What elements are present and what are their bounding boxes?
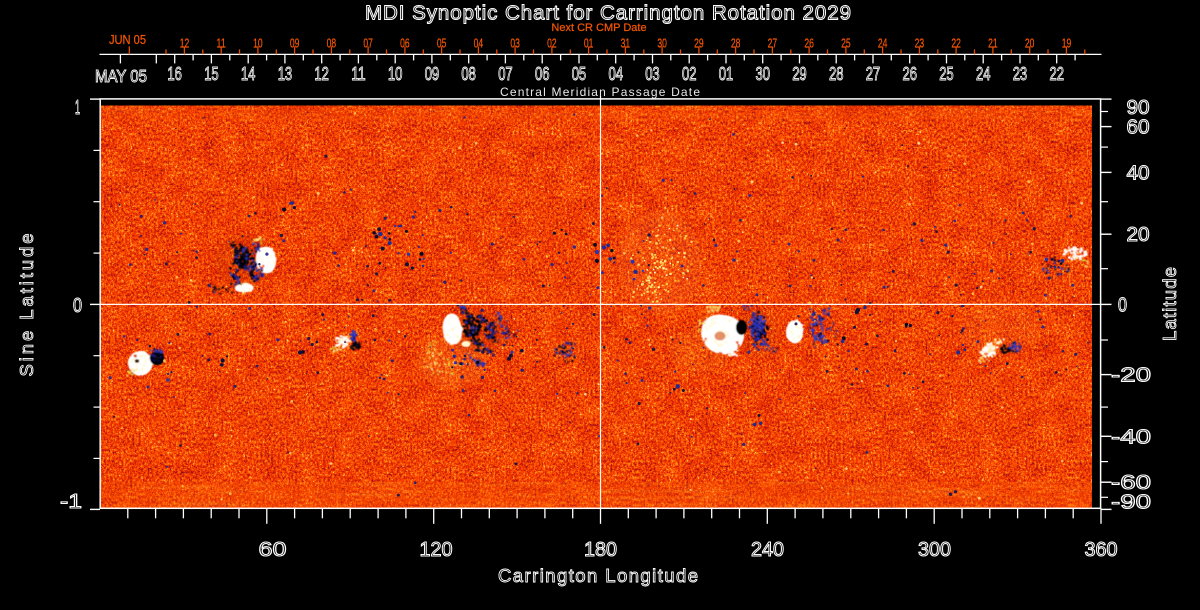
svg-text:27: 27 [768, 36, 778, 51]
svg-text:03: 03 [645, 64, 660, 84]
svg-text:13: 13 [278, 64, 293, 84]
svg-text:23: 23 [1013, 64, 1027, 84]
svg-text:12: 12 [314, 64, 329, 84]
svg-text:15: 15 [204, 64, 219, 84]
svg-text:Sine Latitude: Sine Latitude [16, 234, 37, 377]
svg-text:01: 01 [719, 64, 734, 84]
svg-text:11: 11 [351, 64, 366, 84]
svg-text:08: 08 [461, 64, 476, 84]
svg-text:30: 30 [756, 64, 771, 84]
svg-text:30: 30 [657, 36, 667, 51]
svg-text:Central Meridian Passage Date: Central Meridian Passage Date [500, 85, 700, 99]
svg-text:04: 04 [474, 36, 484, 51]
svg-text:26: 26 [804, 36, 814, 51]
svg-text:04: 04 [609, 64, 624, 84]
svg-text:03: 03 [510, 36, 520, 51]
svg-text:20: 20 [1025, 36, 1035, 51]
svg-text:25: 25 [841, 36, 851, 51]
svg-text:29: 29 [694, 36, 704, 51]
svg-text:60: 60 [1127, 117, 1150, 139]
svg-text:25: 25 [939, 64, 954, 84]
svg-text:40: 40 [1127, 162, 1150, 184]
svg-text:-90: -90 [1111, 492, 1151, 514]
svg-text:29: 29 [792, 64, 807, 84]
svg-text:Next CR CMP Date: Next CR CMP Date [551, 22, 646, 34]
svg-text:05: 05 [572, 64, 587, 84]
svg-text:24: 24 [878, 36, 888, 51]
svg-text:14: 14 [241, 64, 256, 84]
svg-text:10: 10 [253, 36, 263, 51]
svg-text:90: 90 [1127, 97, 1150, 119]
svg-text:26: 26 [903, 64, 918, 84]
svg-text:180: 180 [584, 539, 617, 561]
svg-text:22: 22 [1050, 64, 1065, 84]
svg-text:1: 1 [75, 97, 80, 119]
svg-text:Carrington Longitude: Carrington Longitude [498, 565, 698, 586]
svg-text:02: 02 [547, 36, 557, 51]
svg-text:360: 360 [1085, 539, 1118, 561]
svg-text:05: 05 [437, 36, 447, 51]
svg-text:07: 07 [498, 64, 513, 84]
svg-text:19: 19 [1062, 36, 1072, 51]
svg-text:08: 08 [327, 36, 337, 51]
svg-text:0: 0 [1118, 294, 1127, 316]
svg-text:120: 120 [420, 539, 453, 561]
svg-text:MDI Synoptic Chart for Carring: MDI Synoptic Chart for Carrington Rotati… [365, 2, 851, 25]
svg-text:09: 09 [290, 36, 300, 51]
svg-text:09: 09 [425, 64, 440, 84]
svg-text:MAY 05: MAY 05 [95, 66, 147, 86]
svg-text:23: 23 [915, 36, 925, 51]
svg-text:31: 31 [621, 36, 631, 51]
svg-text:12: 12 [180, 36, 190, 51]
svg-text:07: 07 [363, 36, 373, 51]
svg-text:27: 27 [866, 64, 881, 84]
svg-text:JUN 05: JUN 05 [109, 33, 146, 47]
svg-text:06: 06 [400, 36, 410, 51]
svg-text:11: 11 [216, 36, 226, 51]
svg-text:-1: -1 [60, 491, 82, 513]
svg-text:01: 01 [584, 36, 594, 51]
svg-text:240: 240 [751, 539, 784, 561]
svg-text:28: 28 [829, 64, 844, 84]
svg-text:02: 02 [682, 64, 697, 84]
svg-text:300: 300 [918, 539, 951, 561]
svg-text:-20: -20 [1111, 365, 1151, 387]
svg-text:60: 60 [259, 539, 287, 561]
svg-text:10: 10 [388, 64, 403, 84]
svg-text:22: 22 [951, 36, 961, 51]
svg-text:28: 28 [731, 36, 741, 51]
svg-text:0: 0 [73, 295, 82, 317]
svg-text:-40: -40 [1111, 426, 1151, 448]
svg-text:Latitude: Latitude [1159, 267, 1180, 341]
svg-text:20: 20 [1127, 224, 1150, 246]
svg-text:-60: -60 [1111, 472, 1151, 494]
svg-text:24: 24 [976, 64, 991, 84]
svg-text:16: 16 [167, 64, 182, 84]
svg-text:06: 06 [535, 64, 550, 84]
svg-text:21: 21 [988, 36, 998, 51]
